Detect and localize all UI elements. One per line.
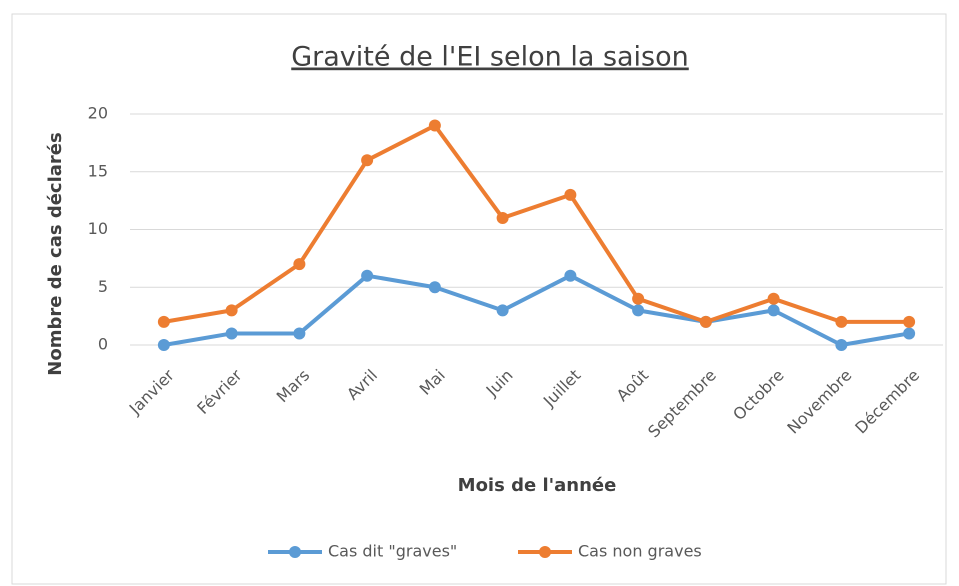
y-tick-label: 10 [88,219,108,238]
y-tick-label: 20 [88,104,108,123]
series-marker [699,315,712,328]
legend-marker [289,546,301,558]
series-marker [496,211,509,224]
y-tick-label: 5 [98,277,108,296]
series-marker [157,339,170,351]
series-marker [428,119,441,132]
series-marker [293,258,306,271]
series-line [163,123,910,324]
chart-title: Gravité de l'EI selon la saison [291,42,689,73]
series-marker [835,315,848,328]
series-marker [225,304,238,317]
series-marker [632,292,645,305]
series-marker [564,188,577,201]
series-marker [767,292,780,305]
series-line [163,273,910,347]
y-tick-label: 0 [98,335,108,354]
series-marker [632,304,645,317]
series-marker [835,339,848,351]
y-tick-label: 15 [88,161,108,180]
series-marker [903,315,916,328]
legend-marker [539,546,551,558]
legend-label: Cas non graves [578,542,702,561]
series-marker [564,269,577,282]
series-marker [903,327,916,340]
series-marker [361,269,374,282]
series-marker [361,154,374,167]
series-marker [225,327,238,340]
y-axis-label: Nombre de cas déclarés [45,132,66,375]
series-marker [428,281,441,294]
chart-border [11,13,947,585]
series-marker [293,327,306,340]
series-marker [157,315,170,328]
series-marker [767,304,780,317]
x-axis-label: Mois de l'année [458,475,617,496]
series-marker [496,304,509,317]
legend-label: Cas dit "graves" [328,542,457,561]
